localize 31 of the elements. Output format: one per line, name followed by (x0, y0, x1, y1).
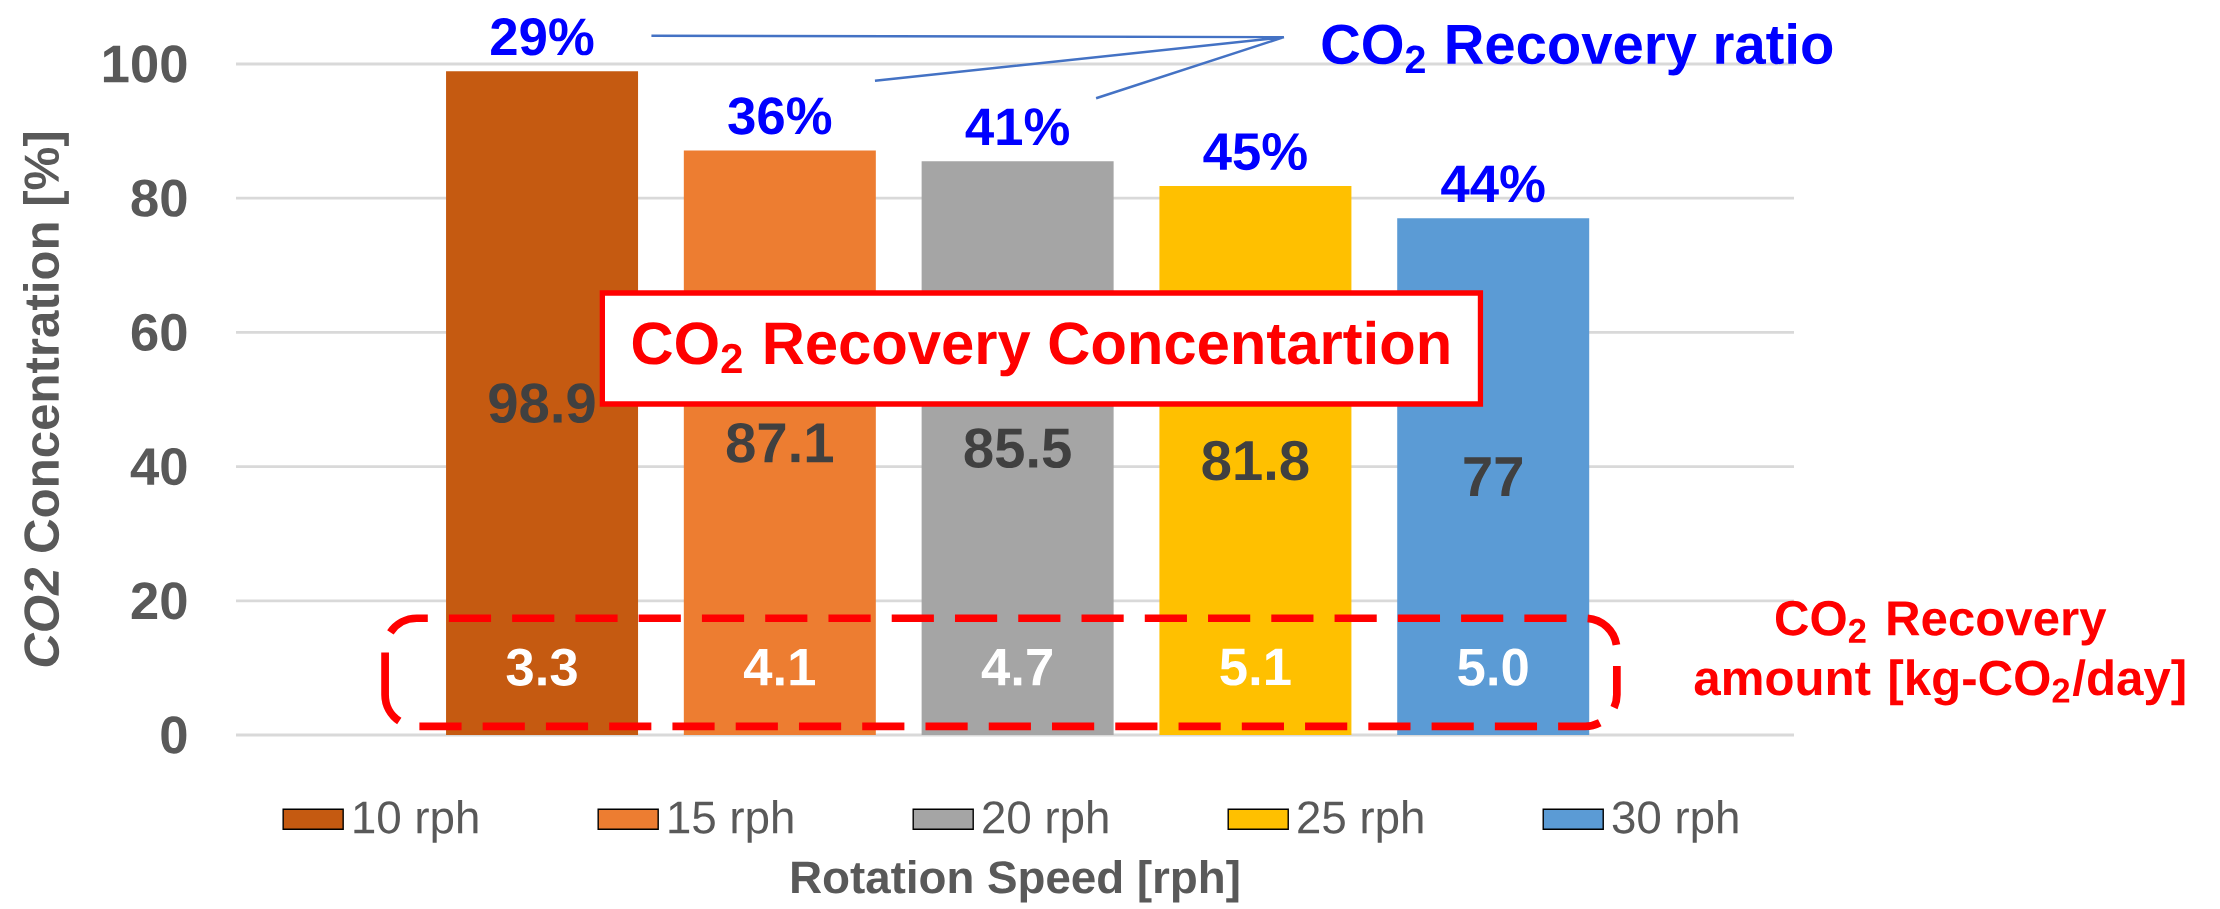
annotation: 41% (965, 108, 1069, 146)
annotation: 3.3 (506, 648, 577, 686)
data-label: 87.1 (726, 422, 833, 463)
y-tick-label: 80 (131, 179, 187, 217)
x-axis-title: Rotation Speed [rph] (792, 859, 1239, 903)
annotation: 36% (728, 97, 832, 135)
data-label: 77 (1464, 457, 1522, 497)
legend-label: 15 rph (669, 800, 793, 843)
annotation: CO$_{2}$ Recovery Concentartion (632, 320, 1449, 377)
annotation: CO$_{2}$ Recovery ratio (1322, 23, 1833, 76)
data-label: 81.8 (1202, 440, 1309, 481)
annotation: 5.0 (1458, 648, 1528, 686)
legend-label: 30 rph (1612, 800, 1738, 843)
y-tick-label: 60 (131, 313, 187, 352)
annotation: 4.7 (981, 649, 1052, 686)
data-label: 85.5 (964, 428, 1071, 469)
data-label: 98.9 (489, 383, 595, 424)
legend-label: 20 rph (983, 800, 1108, 843)
annotation: 4.1 (743, 649, 815, 686)
legend-label: 10 rph (354, 800, 478, 843)
y-axis-title: CO2 Concentration [%] (22, 133, 69, 667)
y-tick-label: 0 (161, 716, 187, 754)
annotation: 45% (1203, 133, 1307, 171)
annotation: 44% (1441, 165, 1545, 203)
text: 29% (491, 18, 594, 56)
y-tick-label: 40 (130, 447, 187, 486)
annotation: CO$_{2}$ Recovery amount [kg-CO$_{2}$/day] (1694, 600, 2185, 706)
legend-label: 25 rph (1298, 800, 1423, 843)
y-tick-label: 20 (131, 582, 187, 620)
y-tick-label: 100 (103, 45, 187, 83)
annotation: 5.1 (1220, 648, 1291, 686)
